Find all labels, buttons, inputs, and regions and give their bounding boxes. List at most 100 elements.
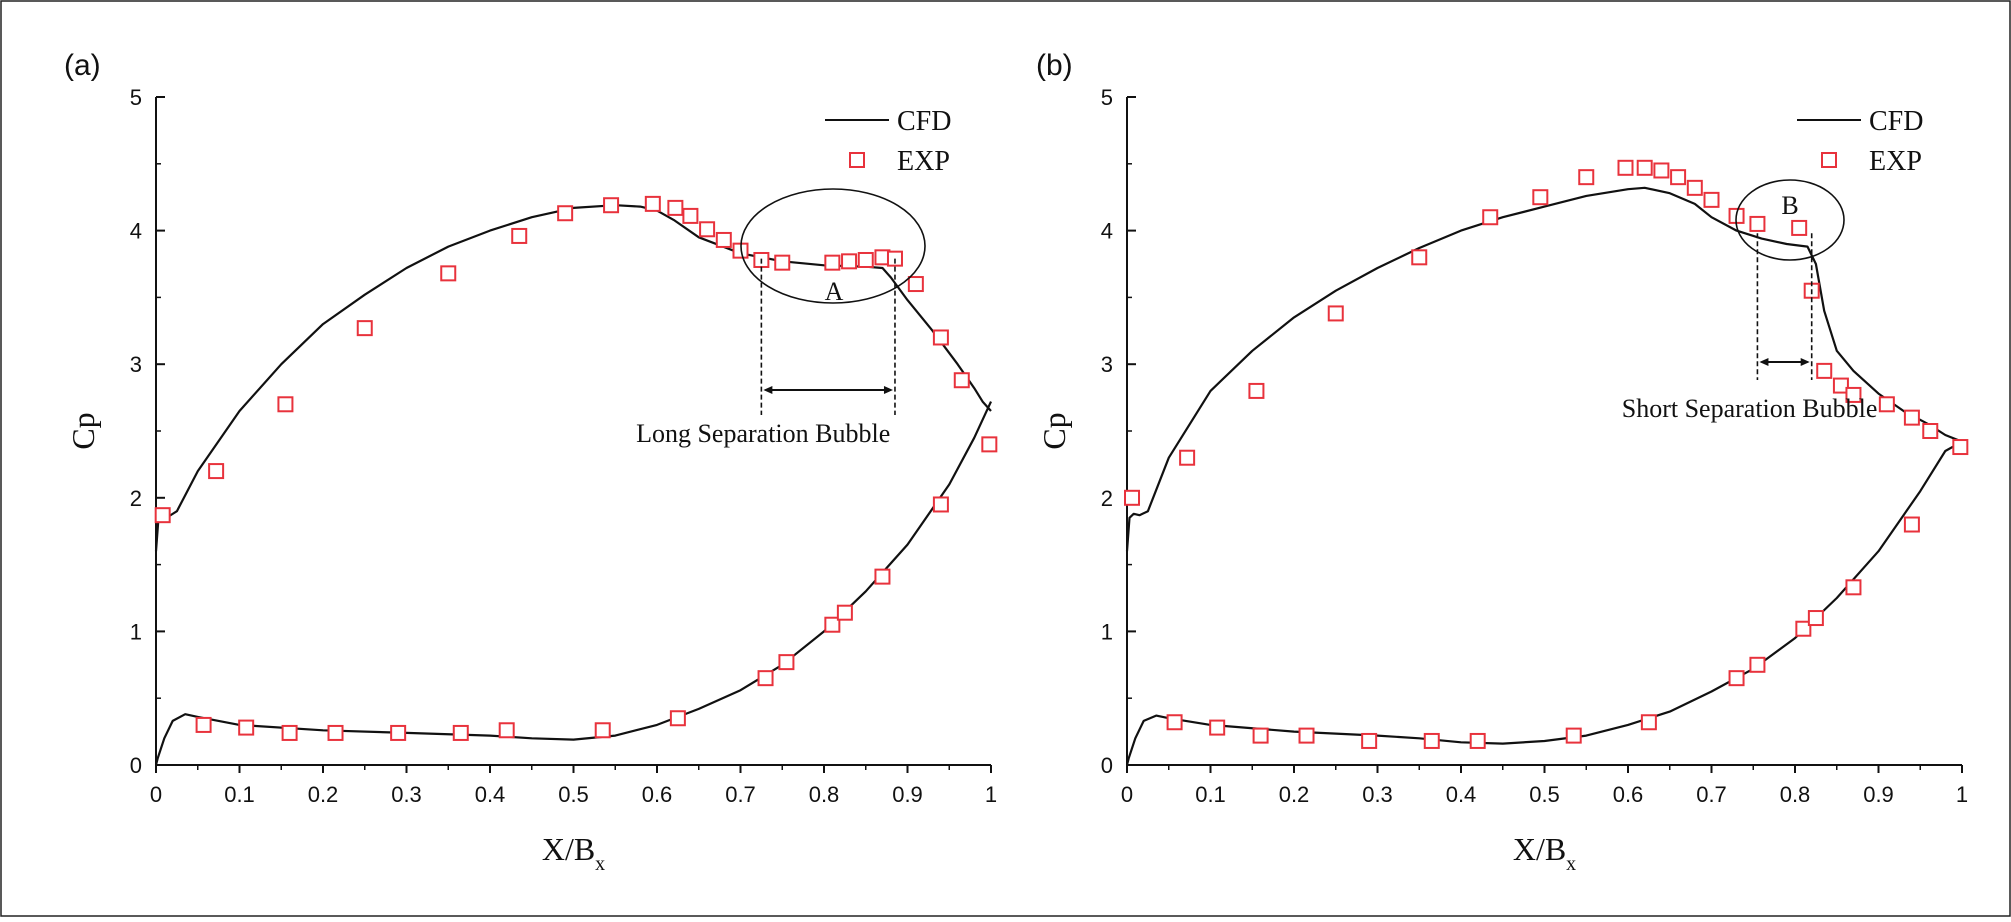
y-tick-label: 1 [130, 619, 142, 644]
exp-point [1411, 249, 1428, 266]
exp-point [327, 724, 344, 741]
x-axis-title-main: X/B [542, 831, 595, 867]
exp-point [1361, 732, 1378, 749]
y-tick-label: 0 [1101, 753, 1113, 778]
bubble-arrowhead-right [883, 386, 893, 394]
bubble-circle-label: A [825, 277, 844, 306]
exp-point [1903, 409, 1920, 426]
exp-point [1124, 489, 1141, 506]
exp-point [1578, 169, 1595, 186]
exp-point [1327, 305, 1344, 322]
exp-point [757, 670, 774, 687]
y-tick-label: 3 [130, 352, 142, 377]
exp-point [238, 719, 255, 736]
exp-point [1845, 579, 1862, 596]
x-tick-label: 0.3 [391, 782, 422, 807]
y-tick-label: 5 [130, 85, 142, 110]
bubble-circle [1735, 179, 1845, 261]
bubble-circle-label: B [1781, 191, 1798, 220]
exp-point [603, 197, 620, 214]
legend-exp-label: EXP [1869, 146, 1922, 177]
exp-point [1816, 362, 1833, 379]
exp-point [452, 724, 469, 741]
exp-point [699, 221, 716, 238]
cfd-line [1125, 186, 1963, 552]
exp-point [281, 724, 298, 741]
exp-point [594, 722, 611, 739]
exp-point [440, 265, 457, 282]
x-tick-label: 0.8 [809, 782, 840, 807]
exp-point [1903, 516, 1920, 533]
exp-point [154, 507, 171, 524]
x-axis-title-subscript: x [1566, 853, 1576, 875]
cfd-line [1125, 440, 1963, 766]
legend-cfd-label: CFD [897, 106, 951, 137]
x-tick-label: 0.6 [642, 782, 673, 807]
exp-point [1845, 386, 1862, 403]
exp-point [667, 199, 684, 216]
exp-point [1248, 382, 1265, 399]
exp-point [907, 276, 924, 293]
exp-point [1166, 714, 1183, 731]
exp-point [824, 254, 841, 271]
cfd-line [154, 204, 992, 552]
cfd-line [154, 401, 992, 766]
legend-exp-swatch [849, 152, 865, 168]
exp-point [932, 496, 949, 513]
x-tick-label: 0.5 [1529, 782, 1560, 807]
x-tick-label: 0.9 [1863, 782, 1894, 807]
y-tick-label: 3 [1101, 352, 1113, 377]
exp-point [1423, 732, 1440, 749]
exp-point [1807, 610, 1824, 627]
x-axis-title: X/Bx [542, 831, 605, 875]
y-tick-label: 5 [1101, 85, 1113, 110]
chart-panel-b: (b) 0 0.1 0.2 0.3 0.4 0.5 0.6 0.7 0.8 0.9 1 0 1 2 3 4 5 X/… [1036, 49, 1969, 875]
exp-point [208, 463, 225, 480]
y-tick-label: 1 [1101, 619, 1113, 644]
exp-point [1209, 719, 1226, 736]
exp-point [1469, 732, 1486, 749]
legend-exp-swatch [1821, 152, 1837, 168]
panel-label: (a) [64, 49, 101, 82]
x-tick-label: 1 [985, 782, 997, 807]
y-tick-label: 0 [130, 753, 142, 778]
bubble-circle [740, 188, 926, 304]
legend-exp-label: EXP [897, 146, 950, 177]
x-tick-label: 0 [1121, 782, 1133, 807]
exp-point [1749, 656, 1766, 673]
exp-point [981, 436, 998, 453]
legend-cfd-label: CFD [1869, 106, 1923, 137]
y-axis-title: Cp [65, 412, 101, 449]
exp-point [1617, 159, 1634, 176]
exp-point [1795, 620, 1812, 637]
exp-point [1791, 219, 1808, 236]
exp-point [824, 616, 841, 633]
exp-point [1878, 396, 1895, 413]
x-tick-label: 1 [1956, 782, 1968, 807]
exp-point [390, 724, 407, 741]
exp-point [682, 207, 699, 224]
exp-point [774, 254, 791, 271]
exp-point [1252, 727, 1269, 744]
bubble-annotation-text: Long Separation Bubble [636, 419, 890, 448]
exp-point [1565, 727, 1582, 744]
bubble-arrowhead-right [1800, 358, 1810, 366]
x-tick-label: 0.1 [224, 782, 255, 807]
y-tick-label: 2 [1101, 486, 1113, 511]
exp-point [1532, 189, 1549, 206]
x-axis-title-main: X/B [1513, 831, 1566, 867]
y-tick-label: 4 [130, 219, 142, 244]
exp-point [195, 716, 212, 733]
bubble-annotation-text: Short Separation Bubble [1622, 394, 1878, 423]
exp-point [356, 320, 373, 337]
exp-point [1922, 423, 1939, 439]
panel-label: (b) [1036, 49, 1073, 82]
y-axis-title: Cp [1036, 412, 1072, 449]
exp-point [1298, 727, 1315, 744]
x-tick-label: 0.5 [558, 782, 589, 807]
exp-point [1749, 215, 1766, 232]
x-tick-label: 0.4 [475, 782, 506, 807]
